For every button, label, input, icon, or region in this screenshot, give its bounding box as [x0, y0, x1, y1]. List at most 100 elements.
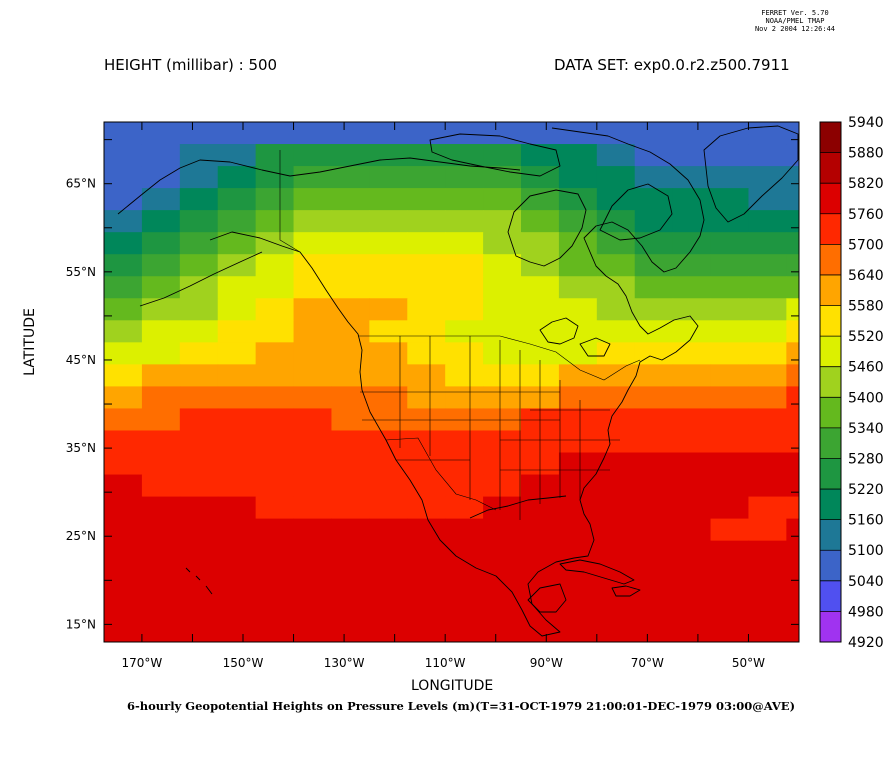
heatmap-cell: [710, 298, 750, 321]
heatmap-cell: [786, 386, 799, 410]
heatmap-cell: [558, 562, 598, 586]
heatmap-cell: [558, 584, 598, 608]
baffin-island: [599, 183, 673, 241]
heatmap-cell: [179, 298, 219, 321]
heatmap-cell: [217, 144, 257, 167]
heatmap-cell: [748, 364, 787, 388]
heatmap-cell: [672, 188, 712, 211]
heatmap-cell: [748, 232, 787, 255]
heatmap-cell: [331, 342, 370, 365]
heatmap-cell: [104, 386, 143, 410]
heatmap-cell: [255, 254, 295, 277]
ferret-org: NOAA/PMEL TMAP: [765, 17, 825, 25]
heatmap-cell: [748, 430, 787, 454]
heatmap-cell: [710, 342, 750, 365]
heatmap-cell: [634, 518, 674, 542]
heatmap-cell: [634, 298, 674, 321]
heatmap-cell: [521, 144, 560, 167]
colorbar-label: 5040: [848, 574, 884, 590]
heatmap-cell: [672, 452, 712, 476]
heatmap-cell: [141, 606, 181, 630]
heatmap-cell: [710, 166, 750, 189]
heatmap-cell: [558, 144, 598, 167]
north-america-coastline: [209, 127, 705, 637]
heatmap-cell: [331, 386, 370, 410]
heatmap-cell: [748, 518, 787, 542]
heatmap-cell: [558, 540, 598, 564]
heatmap-cell: [445, 386, 484, 410]
heatmap-cell: [141, 628, 181, 642]
heatmap-cell: [141, 144, 181, 167]
heatmap-cell: [293, 386, 333, 410]
heatmap-cell: [179, 342, 219, 365]
heatmap-cell: [179, 628, 219, 642]
heatmap-cell: [596, 342, 636, 365]
heatmap-cell: [596, 408, 636, 432]
heatmap-cell: [672, 364, 712, 388]
heatmap-cell: [445, 276, 484, 299]
heatmap-cell: [179, 232, 219, 255]
heatmap-cell: [672, 628, 712, 642]
y-tick-label: 35°N: [66, 441, 96, 455]
gulf-coast: [469, 495, 567, 519]
colorbar-label: 5520: [848, 329, 884, 345]
heatmap-cell: [217, 232, 257, 255]
heatmap-cell: [710, 496, 750, 520]
heatmap-cell: [141, 474, 181, 498]
heatmap-cell: [407, 430, 446, 454]
heatmap-cell: [369, 342, 408, 365]
heatmap-cell: [596, 386, 636, 410]
heatmap-cell: [596, 320, 636, 343]
heatmap-cell: [255, 166, 295, 189]
heatmap-cell: [596, 496, 636, 520]
heatmap-cell: [293, 210, 333, 233]
colorbar-swatch: [820, 366, 841, 398]
heatmap-cell: [748, 408, 787, 432]
heatmap-cell: [786, 518, 799, 542]
heatmap-cell: [710, 452, 750, 476]
heatmap-cells: [104, 122, 799, 642]
heatmap-cell: [710, 430, 750, 454]
heatmap-cell: [217, 562, 257, 586]
y-tick-label: 55°N: [66, 265, 96, 279]
heatmap-cell: [483, 386, 522, 410]
heatmap-cell: [634, 166, 674, 189]
state-lines-west: [360, 336, 560, 510]
heatmap-cell: [634, 452, 674, 476]
heatmap-cell: [141, 210, 181, 233]
y-tick-label: 25°N: [66, 529, 96, 543]
heatmap-cell: [255, 562, 295, 586]
heatmap-cell: [104, 496, 143, 520]
heatmap-cell: [104, 276, 143, 299]
heatmap-cell: [255, 364, 295, 388]
colorbar-swatch: [820, 489, 841, 521]
heatmap-cell: [407, 628, 446, 642]
heatmap-cell: [179, 122, 219, 145]
heatmap-cell: [710, 386, 750, 410]
alaska-canada-border: [279, 150, 301, 253]
heatmap-cell: [634, 254, 674, 277]
heatmap-cell: [369, 518, 408, 542]
heatmap-cell: [634, 474, 674, 498]
heatmap-cell: [179, 518, 219, 542]
heatmap-cell: [596, 474, 636, 498]
heatmap-cell: [293, 606, 333, 630]
heatmap-cell: [217, 430, 257, 454]
heatmap-cell: [521, 496, 560, 520]
heatmap-cell: [407, 562, 446, 586]
heatmap-cell: [369, 122, 408, 145]
heatmap-cell: [558, 606, 598, 630]
colorbar-label: 4980: [848, 604, 884, 620]
heatmap-cell: [748, 210, 787, 233]
heatmap-cell: [521, 254, 560, 277]
heatmap-cell: [748, 276, 787, 299]
heatmap-cell: [521, 276, 560, 299]
x-tick-label: 50°W: [732, 656, 765, 670]
heatmap-cell: [672, 276, 712, 299]
heatmap-cell: [293, 430, 333, 454]
heatmap-cell: [407, 452, 446, 476]
heatmap-cell: [255, 276, 295, 299]
colorbar-label: 5820: [848, 176, 884, 192]
heatmap-cell: [634, 210, 674, 233]
heatmap-cell: [596, 540, 636, 564]
